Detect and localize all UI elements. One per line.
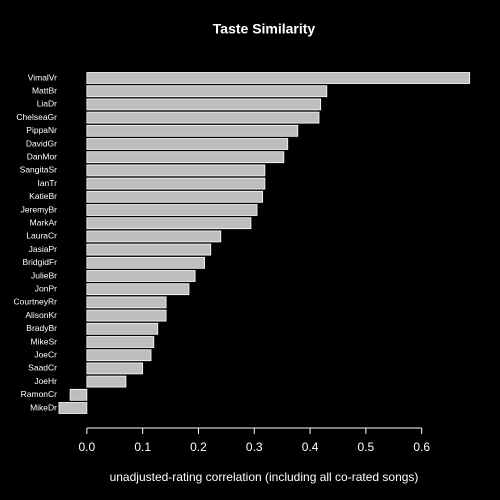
y-tick-label: LauraCr: [26, 231, 57, 241]
bar: [86, 85, 328, 98]
y-tick-label: CourtneyRr: [14, 297, 58, 307]
y-tick-label: VimalVr: [28, 72, 57, 82]
y-tick-label: DavidGr: [26, 138, 57, 148]
bar: [86, 138, 289, 150]
bar: [86, 164, 266, 177]
y-tick-label: AlisonKr: [25, 310, 57, 320]
bar: [86, 72, 471, 84]
bar: [69, 388, 88, 401]
bar: [86, 309, 167, 322]
y-tick-label: IanTr: [37, 178, 57, 188]
y-tick-label: MarkAr: [30, 217, 58, 227]
bar: [86, 190, 264, 203]
bar: [86, 230, 222, 243]
bar: [86, 336, 155, 348]
bar: [86, 283, 190, 296]
bar: [86, 256, 206, 269]
bar: [86, 243, 212, 256]
bar: [86, 124, 299, 137]
x-tick-label: 0.5: [358, 440, 375, 454]
x-tick-label: 0.2: [190, 440, 207, 454]
x-tick-label: 0.6: [413, 440, 430, 454]
bar: [86, 98, 322, 111]
y-tick-label: RamonCr: [21, 389, 58, 399]
bar: [86, 349, 152, 362]
bar: [86, 217, 252, 230]
y-tick-label: JoeHr: [34, 376, 57, 386]
y-tick-label: JeremyBr: [21, 204, 58, 214]
bar: [58, 402, 88, 414]
bar: [86, 375, 127, 388]
y-tick-label: MikeSr: [31, 336, 58, 346]
y-tick-label: KatieBr: [29, 191, 57, 201]
bar: [86, 204, 258, 216]
bar: [86, 111, 320, 124]
bar: [86, 177, 266, 190]
chart-title: Taste Similarity: [213, 21, 316, 37]
x-tick-label: 0.1: [134, 440, 151, 454]
y-tick-label: BradyBr: [26, 323, 57, 333]
bar: [86, 296, 167, 309]
y-tick-label: DanMor: [27, 151, 57, 161]
y-tick-label: SangitaSr: [20, 165, 57, 175]
y-tick-label: BridgidFr: [23, 257, 58, 267]
x-tick-label: 0.4: [302, 440, 319, 454]
y-tick-label: LiaDr: [37, 99, 57, 109]
y-tick-label: ChelseaGr: [16, 112, 57, 122]
y-tick-label: MikeDr: [30, 402, 57, 412]
y-tick-label: MattBr: [32, 85, 57, 95]
y-tick-label: JonPr: [35, 283, 57, 293]
bar: [86, 362, 144, 375]
y-tick-label: JasiaPr: [29, 244, 58, 254]
y-tick-label: JulieBr: [31, 270, 57, 280]
y-tick-label: PippaNr: [26, 125, 57, 135]
bar: [86, 270, 196, 282]
y-tick-label: JoeCr: [34, 349, 57, 359]
x-tick-label: 0.3: [246, 440, 263, 454]
bar: [86, 151, 285, 164]
x-tick-label: 0.0: [79, 440, 96, 454]
x-axis-label: unadjusted-rating correlation (including…: [110, 470, 419, 484]
y-tick-label: SaadCr: [28, 363, 57, 373]
bar: [86, 322, 159, 335]
